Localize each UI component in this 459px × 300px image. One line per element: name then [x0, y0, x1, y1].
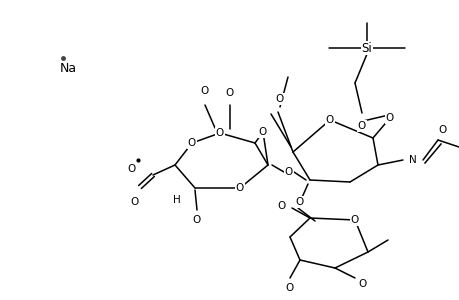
Text: O: O	[192, 215, 201, 225]
Text: O: O	[128, 164, 136, 174]
Text: O: O	[438, 125, 446, 135]
Text: O: O	[385, 113, 393, 123]
Text: O: O	[284, 167, 292, 177]
Text: O: O	[277, 201, 285, 211]
Text: O: O	[325, 115, 333, 125]
Text: H: H	[173, 195, 180, 205]
Text: O: O	[235, 183, 244, 193]
Text: O: O	[187, 138, 196, 148]
Text: O: O	[215, 128, 224, 138]
Text: O: O	[358, 279, 366, 289]
Text: O: O	[201, 86, 209, 96]
Text: Si: Si	[361, 41, 372, 55]
Text: O: O	[131, 197, 139, 207]
Text: O: O	[225, 88, 234, 98]
Text: O: O	[285, 283, 293, 293]
Text: O: O	[258, 127, 267, 137]
Text: O: O	[357, 121, 365, 131]
Text: O: O	[275, 94, 284, 104]
Text: Na: Na	[59, 61, 76, 74]
Text: O: O	[295, 197, 303, 207]
Text: O: O	[350, 215, 358, 225]
Text: N: N	[408, 155, 416, 165]
